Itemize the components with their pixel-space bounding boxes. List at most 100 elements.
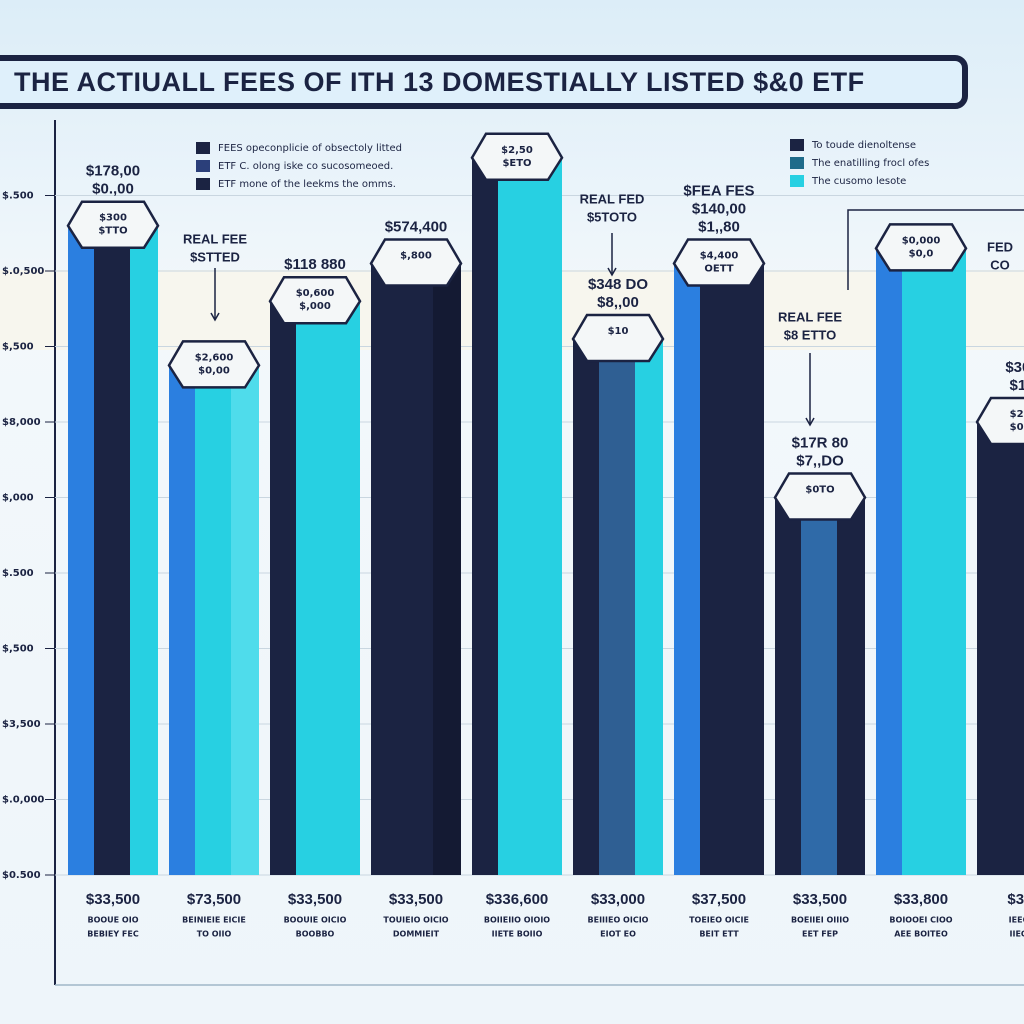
annotation: REAL FED [580,191,645,206]
bar-cap [66,200,160,249]
bar-face [801,497,837,875]
bar-face [130,225,158,875]
bar [571,313,665,875]
arrow-head [607,267,617,277]
bar-face [296,301,332,875]
category-note: BEIT ETT [699,930,739,939]
bar-face [876,248,902,876]
bar-face [472,157,498,875]
bar [268,275,362,875]
cap-label: $0,0 [909,248,934,259]
bar-face [674,263,700,875]
bar-face [977,422,1003,875]
bar-cap [672,238,766,287]
y-tick-label: $8,000 [2,417,41,428]
bar-cap [369,238,463,287]
cap-label: $0,600 [296,288,335,299]
legend-swatch [196,160,210,172]
bar-face [700,263,736,875]
y-tick-label: $.500 [2,191,34,202]
y-tick-label: $,000 [2,493,34,504]
bar-face [599,338,635,875]
top-label: $7,,DO [796,452,844,469]
annotation: $STTED [190,249,240,264]
legend-swatch [790,157,804,169]
bar [369,238,463,875]
y-tick-label: $,500 [2,644,34,655]
bar [874,223,968,876]
category-note: BOOUIE OICIO [284,916,347,925]
legend-swatch [196,142,210,154]
bar-face [68,225,94,875]
bar-face [736,263,764,875]
cap-label: $2,50 [501,145,533,156]
cap-label: $10 [608,326,629,337]
bar [975,396,1024,875]
annotation: $5TOTO [587,209,637,224]
top-label: $178,00 [86,163,140,180]
arrow-head [210,312,220,322]
category-note: BEINIEIE EICIE [182,916,246,925]
legend-swatch [790,139,804,151]
bar-face [94,225,130,875]
bar-face [169,365,195,875]
bar [773,472,867,875]
bar [470,132,564,875]
cap-label: $2,0 [1010,409,1024,420]
y-tick-label: $3,500 [2,719,41,730]
legend-label: To toude dienoltense [811,140,916,151]
cap-label: $,000 [299,301,331,312]
category-note: BOOUE OIO [87,916,138,925]
bar [672,238,766,875]
top-label: $348 DO [588,276,648,293]
category-note: BOOBBO [296,930,335,939]
x-tick-label: $33,800 [894,891,948,908]
y-tick-label: $,500 [2,342,34,353]
bar-face [397,263,433,875]
bar-cap [571,313,665,363]
cap-label: $ETO [502,158,531,169]
legend-swatch [196,178,210,190]
legend-label: The enatilling frocl ofes [811,158,929,169]
x-tick-label: $31, [1007,891,1024,908]
cap-label: $0,00 [198,365,230,376]
cap-label: $,800 [400,250,432,261]
x-tick-label: $33,500 [288,891,342,908]
bar-cap [167,340,261,389]
top-label: $1,, [1009,377,1024,394]
x-tick-label: $73,500 [187,891,241,908]
annotation: REAL FEE [778,309,842,324]
x-tick-label: $33,000 [591,891,645,908]
bar-face [433,263,461,875]
top-label: $8,,00 [597,294,639,311]
bar-cap [268,275,362,325]
bar-face [837,497,865,875]
category-note: TOUIEIO OICIO [383,916,448,925]
category-note: IEEOA [1009,916,1024,925]
annotation: $8 ETTO [784,327,837,342]
bar-cap [470,132,564,181]
annotation: REAL FEE [183,231,247,246]
arrow-head [805,417,815,427]
bar-cap [773,472,867,521]
legend-label: ETF mone of the leekms the omms. [218,179,396,190]
category-note: EET FEP [802,930,838,939]
bar-face [534,157,562,875]
top-label: $574,400 [385,218,448,235]
x-tick-label: $33,500 [793,891,847,908]
top-label: $118 880 [284,256,346,273]
bar-face [635,338,663,875]
category-note: TO OIIO [197,930,232,939]
y-tick-label: $.0,000 [2,795,44,806]
legend-label: ETF C. olong iske co sucosomeoed. [218,161,393,172]
bar-face [371,263,397,875]
y-tick-label: $.500 [2,568,34,579]
category-note: BEBIEY FEC [87,930,139,939]
top-label: $17R 80 [792,434,849,451]
top-label: $0.,00 [92,181,134,198]
y-tick-label: $0.500 [2,870,41,881]
category-note: BOEIIEI OIIIO [791,916,849,925]
legend-label: The cusomo lesote [811,176,906,187]
annotation: CO [990,257,1010,272]
